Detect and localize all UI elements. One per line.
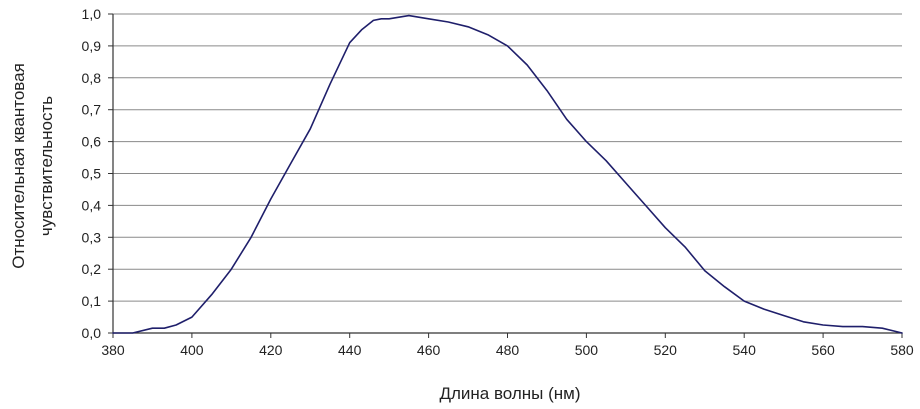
- y-axis-title-line-1: Относительная квантовая: [9, 63, 28, 269]
- y-tick-label: 0,7: [82, 102, 102, 118]
- tick-labels: 0,0 0,1 0,2 0,3 0,4 0,5 0,6 0,7 0,8 0,9 1,0 380 400 4…: [82, 6, 914, 358]
- x-axis-title: Длина волны (нм): [439, 384, 580, 403]
- y-tick-label: 0,0: [82, 325, 102, 341]
- x-tick-label: 440: [338, 342, 362, 358]
- y-axis-title-line-2: чувствительность: [37, 96, 56, 236]
- x-tick-label: 460: [417, 342, 441, 358]
- x-tick-label: 540: [733, 342, 757, 358]
- y-tick-label: 1,0: [82, 6, 102, 22]
- y-tick-label: 0,9: [82, 38, 102, 54]
- y-tick-label: 0,6: [82, 134, 102, 150]
- x-tick-label: 400: [180, 342, 204, 358]
- gridlines: [113, 13, 902, 302]
- y-tick-label: 0,3: [82, 229, 102, 245]
- x-tick-label: 420: [259, 342, 283, 358]
- y-tick-label: 0,2: [82, 261, 102, 277]
- sensitivity-series-line: [112, 14, 903, 334]
- x-tick-label: 500: [575, 342, 599, 358]
- x-tick-label: 520: [654, 342, 678, 358]
- y-axis-title: Относительная квантовая чувствительность: [9, 63, 56, 269]
- series-layer: [112, 14, 903, 334]
- y-tick-label: 0,5: [82, 166, 102, 182]
- y-tick-label: 0,4: [82, 197, 102, 213]
- x-tick-label: 580: [890, 342, 914, 358]
- axes: [108, 13, 903, 338]
- x-tick-label: 560: [811, 342, 835, 358]
- y-tick-label: 0,8: [82, 70, 102, 86]
- x-tick-label: 480: [496, 342, 520, 358]
- y-tick-label: 0,1: [82, 293, 102, 309]
- x-tick-label: 380: [101, 342, 125, 358]
